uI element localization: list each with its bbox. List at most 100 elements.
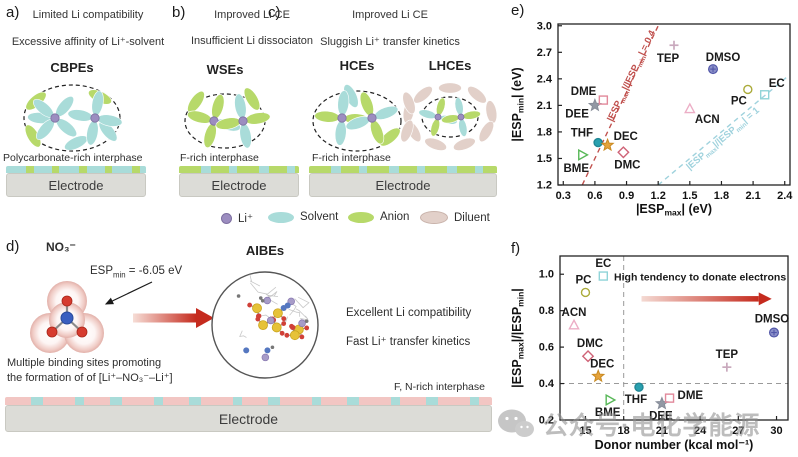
data-point-thf: THF <box>571 128 603 148</box>
svg-text:27: 27 <box>732 425 744 437</box>
legend-label-anion: Anion <box>380 211 410 223</box>
svg-text:0.3: 0.3 <box>556 190 571 202</box>
svg-text:2.4: 2.4 <box>777 190 793 202</box>
legend-label-solvent: Solvent <box>300 211 339 223</box>
panel-a-electrode-text: Electrode <box>48 177 104 193</box>
svg-text:DEE: DEE <box>649 411 673 423</box>
svg-text:1.5: 1.5 <box>537 153 552 165</box>
panel-b-electrode-bar: Electrode <box>179 173 299 197</box>
data-point-acn: ACN <box>684 102 720 126</box>
panel-c-title-lhce: LHCEs <box>428 58 472 73</box>
panel-d-merit1: Excellent Li compatibility <box>346 307 472 319</box>
legend-item-anion: Anion <box>348 211 409 223</box>
panel-b-electrode: Electrode <box>179 166 299 197</box>
svg-text:2.1: 2.1 <box>537 100 552 112</box>
panel-a-desc1: Limited Li compatibility <box>32 9 144 21</box>
svg-text:0.9: 0.9 <box>619 190 634 202</box>
panel-c-electrode-bar: Electrode <box>309 173 497 197</box>
panel-d-caption1: Multiple binding sites promoting <box>7 357 162 369</box>
panel-d-interphase-label: F, N-rich interphase <box>393 381 485 393</box>
svg-text:DMSO: DMSO <box>755 314 790 326</box>
svg-text:18: 18 <box>618 425 630 437</box>
li-ion-icon <box>221 212 232 224</box>
panel-d-electrode-text: Electrode <box>218 410 279 427</box>
svg-text:0.6: 0.6 <box>587 190 602 202</box>
svg-text:DMC: DMC <box>577 338 603 350</box>
svg-text:DMC: DMC <box>614 159 640 171</box>
svg-text:0.6: 0.6 <box>539 342 554 354</box>
data-point-ec: EC <box>595 258 611 281</box>
watermark: 公众号·电化学能源 <box>497 406 760 442</box>
data-point-bme: BME <box>563 148 589 175</box>
svg-text:BME: BME <box>563 163 589 175</box>
svg-text:1.8: 1.8 <box>714 190 729 202</box>
svg-text:|ESPmax|/|ESPmin| = 0.4: |ESPmax|/|ESPmin| = 0.4 <box>605 28 660 124</box>
svg-text:PC: PC <box>731 95 747 107</box>
panel-b-label: b) <box>172 4 186 21</box>
svg-text:3.0: 3.0 <box>537 20 552 32</box>
legend-label-li: Li⁺ <box>238 213 254 225</box>
svg-text:2.7: 2.7 <box>537 47 552 59</box>
scatter-esp-min-vs-max: |ESPmax|/|ESPmin| = 0.4 |ESPmax|/|ESPmin|… <box>508 0 798 235</box>
panel-a-electrode-bar: Electrode <box>6 173 146 197</box>
svg-text:DME: DME <box>571 86 597 98</box>
data-point-dmso: DMSO <box>755 314 790 338</box>
data-point-tep: TEP <box>657 40 680 65</box>
data-point-dme: DME <box>571 86 609 105</box>
panel-a-desc2: Excessive affinity of Li⁺-solvent <box>11 36 165 48</box>
data-point-dmso: DMSO <box>706 52 741 75</box>
svg-text:0.2: 0.2 <box>539 415 554 427</box>
svg-text:PC: PC <box>575 274 591 286</box>
svg-text:DEE: DEE <box>565 108 589 120</box>
svg-text:30: 30 <box>770 425 782 437</box>
panel-c-desc2: Sluggish Li⁺ transfer kinetics <box>320 36 460 48</box>
svg-text:THF: THF <box>625 394 647 406</box>
panel-b-desc2: Insufficient Li dissociaton <box>190 35 314 47</box>
svg-text:1.0: 1.0 <box>539 269 554 281</box>
svg-text:1.8: 1.8 <box>537 126 552 138</box>
panel-a-label: a) <box>6 4 20 21</box>
svg-text:EC: EC <box>595 258 611 270</box>
data-point-pc: PC <box>731 84 753 107</box>
panel-b-desc1: Improved Li CE <box>214 9 290 21</box>
panel-a-interphase-label: Polycarbonate-rich interphase <box>3 152 143 164</box>
data-point-dec: DEC <box>600 131 638 152</box>
svg-text:|ESPmax| (eV): |ESPmax| (eV) <box>636 202 712 218</box>
svg-text:TEP: TEP <box>716 349 739 361</box>
svg-text:EC: EC <box>769 78 785 90</box>
svg-text:|ESPmax|/|ESPmin|: |ESPmax|/|ESPmin| <box>510 288 526 388</box>
panel-d-interphase-strip <box>5 397 492 405</box>
wechat-icon <box>498 409 534 437</box>
data-point-dec: DEC <box>590 358 614 383</box>
solvent-icon <box>268 211 294 223</box>
svg-text:Donor number (kcal mol⁻¹): Donor number (kcal mol⁻¹) <box>595 438 754 452</box>
panel-b-interphase-label: F-rich interphase <box>180 152 259 164</box>
data-point-pc: PC <box>575 274 591 298</box>
svg-text:THF: THF <box>571 128 593 140</box>
svg-text:DEC: DEC <box>590 358 614 370</box>
legend-item-li: Li⁺ <box>221 211 253 225</box>
svg-text:DMSO: DMSO <box>706 52 741 64</box>
svg-text:DEC: DEC <box>614 131 638 143</box>
panel-c-electrode: Electrode <box>309 166 497 197</box>
data-point-bme: BME <box>595 393 621 419</box>
panel-c-label: c) <box>268 4 281 21</box>
scatter-ratio-vs-donor-number: High tendency to donate electrons 15 18 21 2… <box>508 230 798 457</box>
svg-text:1.2: 1.2 <box>651 190 666 202</box>
panel-c-interphase-label: F-rich interphase <box>312 152 391 164</box>
legend-label-diluent: Diluent <box>454 211 490 224</box>
svg-text:0.4: 0.4 <box>539 378 555 390</box>
panel-d-electrode-bar: Electrode <box>5 405 492 432</box>
svg-text:TEP: TEP <box>657 53 680 65</box>
diluent-icon <box>420 211 448 224</box>
svg-text:|ESPmin| (eV): |ESPmin| (eV) <box>510 67 526 141</box>
panel-f-label: f) <box>511 240 521 257</box>
panel-c-title-hce: HCEs <box>339 58 375 73</box>
panel-b-electrode-text: Electrode <box>211 177 267 193</box>
svg-text:BME: BME <box>595 407 621 419</box>
esp-annotation: ESPmin = -6.05 eV <box>90 265 183 280</box>
svg-text:High tendency to donate electr: High tendency to donate electrons <box>614 272 786 284</box>
panel-c-interphase-strip <box>309 166 497 173</box>
svg-text:24: 24 <box>694 425 707 437</box>
